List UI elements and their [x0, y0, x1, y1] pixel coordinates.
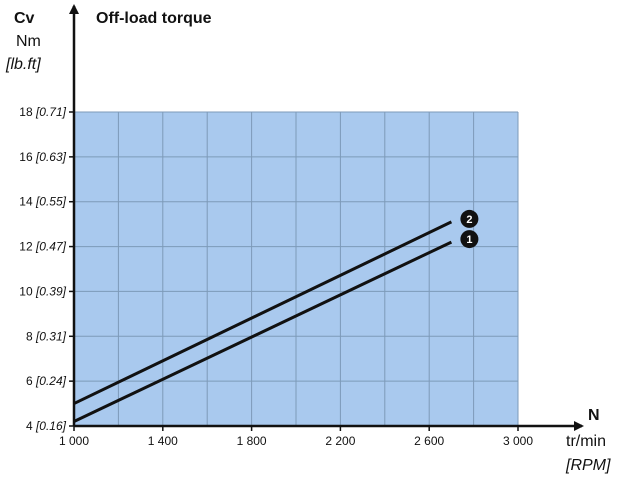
series-line-1	[73, 240, 453, 423]
series-line-2	[73, 220, 453, 405]
y-axis-unit: Nm	[16, 33, 41, 50]
series-badge-label: 1	[466, 234, 472, 246]
y-tick-label: 6 [0.24]	[26, 374, 67, 388]
x-axis-unit: tr/min	[566, 433, 606, 450]
y-tick-label: 18 [0.71]	[19, 105, 66, 119]
series-badge-label: 2	[466, 214, 472, 226]
grid-lines	[74, 111, 519, 426]
x-tick-label: 1 400	[148, 434, 178, 448]
y-tick-label: 16 [0.63]	[19, 150, 66, 164]
y-tick-label: 8 [0.31]	[26, 329, 67, 343]
x-tick-labels: 1 000 1 400 1 800 2 200 2 600 3 000	[59, 426, 533, 448]
y-tick-label: 4 [0.16]	[26, 419, 67, 433]
series-badge-2	[460, 209, 479, 228]
y-axis-symbol: Cv	[14, 10, 35, 27]
x-tick-label: 1 800	[237, 434, 267, 448]
x-tick-label: 2 600	[414, 434, 444, 448]
chart-title: Off-load torque	[96, 10, 212, 27]
y-tick-labels: 4 [0.16] 6 [0.24] 8 [0.31] 10 [0.39] 12 [0.4…	[19, 105, 74, 433]
series-badge-1	[460, 230, 479, 249]
y-tick-label: 14 [0.55]	[19, 195, 66, 209]
series-group	[73, 220, 453, 423]
x-tick-label: 3 000	[503, 434, 533, 448]
y-axis-unit-alt: [lb.ft]	[5, 56, 41, 73]
y-tick-label: 12 [0.47]	[19, 240, 66, 254]
x-tick-label: 2 200	[325, 434, 355, 448]
series-badges: 12	[460, 209, 479, 249]
x-axis-unit-alt: [RPM]	[565, 457, 611, 474]
x-axis-symbol: N	[588, 407, 600, 424]
x-tick-label: 1 000	[59, 434, 89, 448]
y-tick-label: 10 [0.39]	[19, 284, 66, 298]
